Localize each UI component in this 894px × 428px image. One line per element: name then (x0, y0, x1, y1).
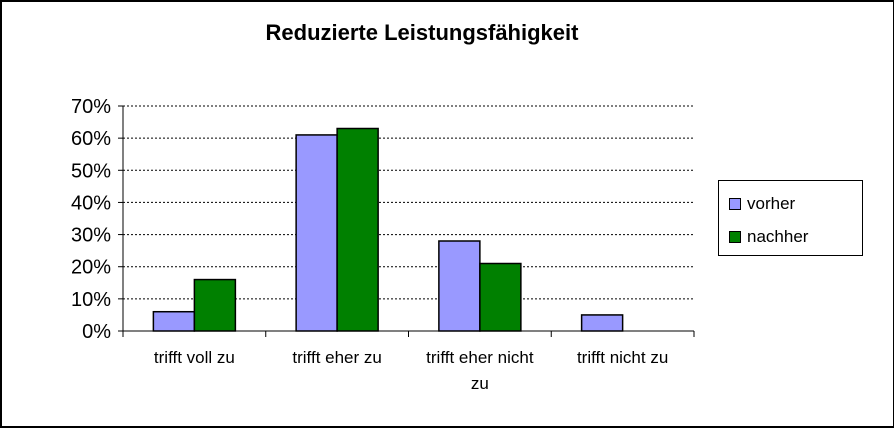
x-tick-label: trifft eher nicht zu (426, 348, 534, 393)
bars (152, 127, 624, 332)
axes (118, 105, 695, 337)
bar-nachher-2 (479, 262, 522, 332)
x-tick-label: trifft nicht zu (577, 348, 668, 367)
x-tick-label: trifft eher zu (292, 348, 381, 367)
y-tick-label: 30% (71, 225, 111, 247)
legend-item-nachher: nachher (729, 226, 808, 248)
legend-swatch-nachher (729, 231, 741, 243)
bar-vorher-0 (152, 310, 196, 332)
legend: vorher nachher (718, 180, 863, 256)
bar-nachher-1 (336, 127, 379, 332)
bar-vorher-1 (295, 134, 338, 332)
bar-vorher-2 (438, 240, 481, 332)
y-tick-label: 20% (71, 257, 111, 279)
y-tick-label: 10% (71, 289, 111, 311)
y-tick-label: 70% (71, 96, 111, 118)
y-tick-label: 0% (82, 321, 111, 343)
x-tick-label: trifft voll zu (154, 348, 235, 367)
legend-item-vorher: vorher (729, 193, 795, 215)
bar-vorher-3 (580, 314, 624, 332)
chart-title: Reduzierte Leistungsfähigkeit (265, 20, 579, 45)
gridlines (123, 105, 694, 300)
y-tick-label: 50% (71, 160, 111, 182)
y-tick-label: 60% (71, 128, 111, 150)
legend-label-nachher: nachher (747, 227, 809, 246)
y-tick-label: 40% (71, 192, 111, 214)
legend-swatch-vorher (729, 198, 741, 210)
legend-label-vorher: vorher (747, 194, 796, 213)
bar-nachher-0 (193, 278, 237, 332)
tick-labels: 0% 10% 20% 30% 40% 50% 60% 70% trifft voll zu tri… (71, 96, 668, 393)
